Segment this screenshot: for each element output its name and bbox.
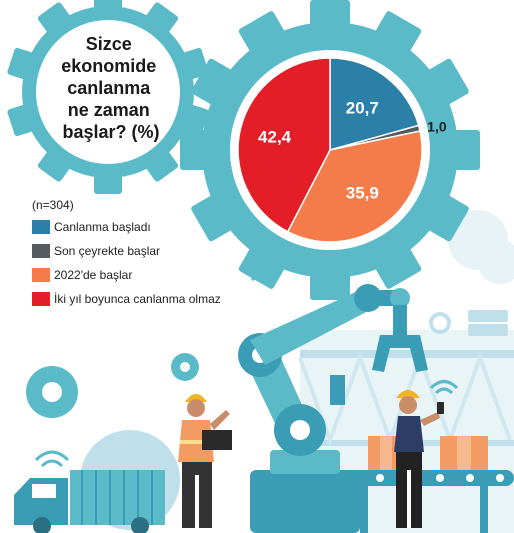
laptop-icon	[202, 430, 232, 450]
truck-wheel	[131, 517, 149, 533]
conveyor-roller	[436, 474, 444, 482]
gear-tooth	[454, 130, 480, 170]
pie-value-label: 20,7	[346, 99, 379, 118]
legend-label: Canlanma başladı	[54, 220, 151, 234]
gear-tooth	[37, 2, 70, 33]
truck-window	[32, 484, 56, 498]
worker-torso	[394, 416, 424, 452]
gear-tooth	[428, 58, 469, 105]
pie-slice	[286, 130, 423, 243]
pie-value-label: 35,9	[346, 183, 379, 202]
worker-arm	[210, 410, 230, 430]
legend-label: 2022'de başlar	[54, 268, 132, 282]
conveyor-roller	[376, 474, 384, 482]
worker-with-laptop	[178, 394, 232, 528]
truck-wheel	[33, 517, 51, 533]
title-line: canlanma	[67, 78, 151, 98]
pie-slice	[329, 57, 420, 151]
gear-tooth	[310, 0, 350, 26]
robot-gripper-claw	[372, 335, 428, 372]
pie-chart: 20,7 1,0 35,9 42,4	[237, 57, 447, 243]
truck-cargo	[70, 470, 165, 525]
gear-tooth	[94, 174, 122, 194]
worker-leg-gap	[407, 470, 411, 528]
worker-leg-gap	[195, 475, 199, 528]
wifi-icon	[34, 450, 70, 468]
robot-joint	[354, 284, 382, 312]
robot-arm-top-bar	[330, 375, 345, 405]
gear-tooth	[238, 11, 285, 52]
legend-swatch	[32, 220, 50, 234]
chart-title: Sizce ekonomide canlanma ne zaman başlar…	[61, 34, 160, 142]
robot-base	[250, 470, 360, 533]
gear-tooth	[146, 151, 179, 182]
robot-arm-upper	[250, 290, 370, 365]
legend: Canlanma başladı Son çeyrekte başlar 2022'…	[32, 220, 221, 306]
small-gear-icon	[26, 366, 78, 418]
server-icon	[468, 324, 508, 336]
conveyor-leg	[480, 486, 488, 533]
cloud-shape	[478, 240, 514, 284]
title-line: ne zaman	[68, 100, 150, 120]
conveyor-roller	[496, 474, 504, 482]
hard-hat	[396, 390, 420, 398]
gear-tooth	[428, 195, 469, 242]
gear-tooth	[37, 151, 70, 182]
title-line: başlar? (%)	[62, 122, 159, 142]
factory-illustration	[14, 264, 514, 533]
title-line: ekonomide	[61, 56, 156, 76]
truck-cargo-stripes	[81, 470, 153, 525]
worker-head	[399, 396, 417, 414]
gear-tooth	[191, 195, 232, 242]
legend-label: Son çeyrekte başlar	[54, 244, 160, 258]
pie-value-label: 1,0	[427, 118, 447, 134]
cargo-box-tape	[380, 436, 392, 470]
worker-arm	[420, 412, 440, 426]
small-cog-icon	[429, 312, 451, 334]
gear-tooth	[146, 2, 179, 33]
gear-tooth	[375, 11, 422, 52]
server-icon	[468, 310, 508, 322]
gear-tooth	[191, 58, 232, 105]
robot-joint	[390, 288, 410, 308]
title-line: Sizce	[86, 34, 132, 54]
robot-shoulder-center	[290, 420, 310, 440]
cargo-box-tape	[457, 436, 471, 470]
phone-icon	[437, 402, 444, 414]
legend-swatch	[32, 268, 50, 282]
sample-size-note: (n=304)	[32, 198, 74, 212]
wifi-icon	[429, 380, 459, 395]
small-gear-icon	[171, 353, 199, 381]
worker-with-phone	[394, 390, 444, 528]
gear-tooth	[375, 248, 422, 289]
vest-stripe	[180, 440, 212, 444]
conveyor-roller	[466, 474, 474, 482]
legend-swatch	[32, 292, 50, 306]
legend-label: İki yıl boyunca canlanma olmaz	[54, 292, 221, 306]
gear-tooth	[180, 130, 206, 170]
legend-swatch	[32, 244, 50, 258]
robot-base-top	[270, 450, 340, 474]
title-gear-icon	[7, 0, 209, 194]
pie-slice	[237, 57, 331, 233]
wifi-icon	[244, 264, 280, 282]
gear-tooth	[238, 248, 285, 289]
conveyor-frame	[300, 350, 514, 358]
hard-hat	[185, 394, 207, 402]
pie-value-label: 42,4	[258, 128, 292, 147]
conveyor-leg	[360, 486, 368, 533]
gear-tooth	[310, 274, 350, 300]
worker-head	[187, 399, 205, 417]
robot-gripper-stem	[393, 305, 407, 335]
